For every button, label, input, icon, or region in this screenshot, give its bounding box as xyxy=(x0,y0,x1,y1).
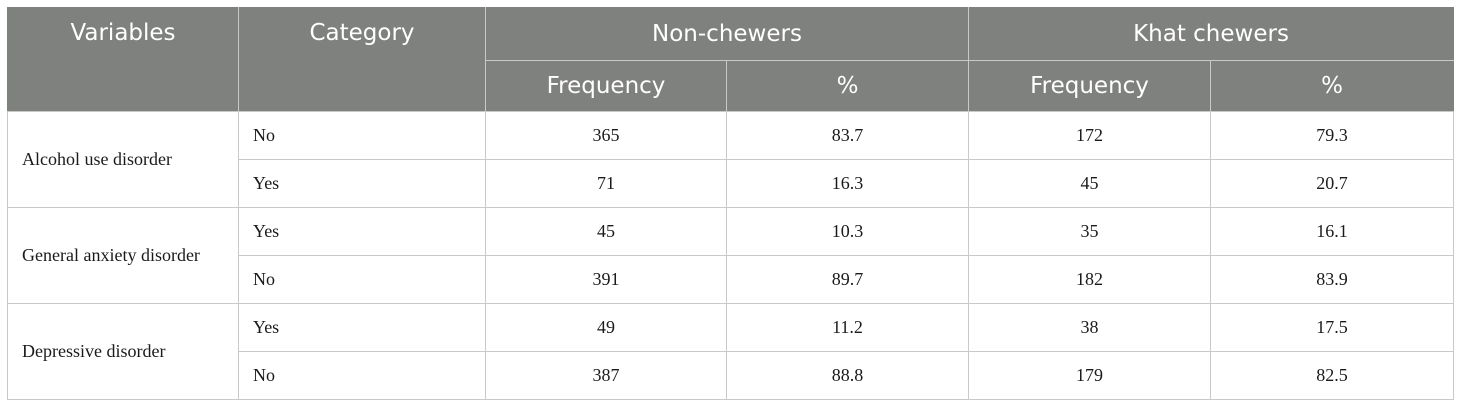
khat-chewers-percent-cell: 16.1 xyxy=(1209,207,1455,256)
non-chewers-frequency-cell: 387 xyxy=(485,351,727,400)
khat-chewers-percent-cell: 82.5 xyxy=(1209,351,1455,400)
khat-chewers-frequency-cell: 45 xyxy=(968,159,1211,208)
table-row: Alcohol use disorder No 365 83.7 172 79.… xyxy=(7,111,1455,208)
header-khat-percent: % xyxy=(1209,60,1455,112)
khat-chewers-frequency-cell: 182 xyxy=(968,255,1211,304)
header-non-chewers: Non-chewers xyxy=(485,7,969,61)
header-row-sub: Frequency % Frequency % xyxy=(8,60,1455,112)
data-table: Variables Category Non-chewers Khat chew… xyxy=(7,7,1455,400)
header-variables: Variables xyxy=(7,7,239,112)
table-row: No 387 88.8 179 82.5 xyxy=(8,351,1455,400)
non-chewers-percent-cell: 16.3 xyxy=(726,159,969,208)
variable-cell: Alcohol use disorder xyxy=(7,111,239,208)
table-header: Variables Category Non-chewers Khat chew… xyxy=(7,7,1455,112)
header-non-frequency: Frequency xyxy=(485,60,727,112)
khat-chewers-percent-cell: 83.9 xyxy=(1209,255,1455,304)
variable-cell: General anxiety disorder xyxy=(7,207,239,304)
table-body: Alcohol use disorder No 365 83.7 172 79.… xyxy=(7,111,1455,400)
header-non-percent: % xyxy=(726,60,969,112)
category-cell: Yes xyxy=(238,303,486,352)
non-chewers-frequency-cell: 45 xyxy=(485,207,727,256)
non-chewers-percent-cell: 11.2 xyxy=(726,303,969,352)
variable-cell: Depressive disorder xyxy=(7,303,239,400)
table-row: No 391 89.7 182 83.9 xyxy=(8,255,1455,304)
category-cell: No xyxy=(238,351,486,400)
category-cell: No xyxy=(238,255,486,304)
non-chewers-frequency-cell: 365 xyxy=(485,111,727,160)
khat-chewers-percent-cell: 79.3 xyxy=(1209,111,1455,160)
header-khat-chewers: Khat chewers xyxy=(967,7,1455,61)
khat-chewers-frequency-cell: 179 xyxy=(968,351,1211,400)
non-chewers-percent-cell: 88.8 xyxy=(726,351,969,400)
category-cell: Yes xyxy=(238,159,486,208)
table-row: Yes 71 16.3 45 20.7 xyxy=(8,159,1455,208)
category-cell: No xyxy=(238,111,486,160)
table-row: General anxiety disorder Yes 45 10.3 35 … xyxy=(7,207,1455,304)
non-chewers-frequency-cell: 71 xyxy=(485,159,727,208)
khat-chewers-frequency-cell: 172 xyxy=(968,111,1211,160)
non-chewers-percent-cell: 89.7 xyxy=(726,255,969,304)
khat-chewers-percent-cell: 20.7 xyxy=(1209,159,1455,208)
non-chewers-percent-cell: 10.3 xyxy=(726,207,969,256)
header-row-top: Variables Category Non-chewers Khat chew… xyxy=(7,7,1455,112)
non-chewers-frequency-cell: 49 xyxy=(485,303,727,352)
table-container: Variables Category Non-chewers Khat chew… xyxy=(7,7,1455,400)
non-chewers-percent-cell: 83.7 xyxy=(726,111,969,160)
header-khat-frequency: Frequency xyxy=(968,60,1211,112)
non-chewers-frequency-cell: 391 xyxy=(485,255,727,304)
header-category: Category xyxy=(238,7,486,112)
khat-chewers-percent-cell: 17.5 xyxy=(1209,303,1455,352)
table-row: Depressive disorder Yes 49 11.2 38 17.5 xyxy=(7,303,1455,400)
khat-chewers-frequency-cell: 38 xyxy=(968,303,1211,352)
category-cell: Yes xyxy=(238,207,486,256)
khat-chewers-frequency-cell: 35 xyxy=(968,207,1211,256)
